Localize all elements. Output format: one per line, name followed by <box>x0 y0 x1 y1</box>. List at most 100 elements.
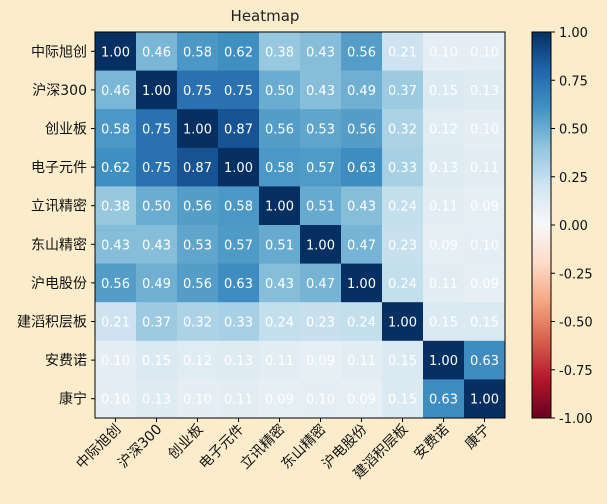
heatmap-cell-label-4-1: 0.50 <box>142 200 171 215</box>
heatmap-cell-label-8-7: 0.15 <box>388 354 417 369</box>
heatmap-cell-label-8-4: 0.11 <box>265 354 294 369</box>
heatmap-cell-0-3 <box>218 32 260 72</box>
heatmap-cell-label-7-4: 0.24 <box>265 316 294 331</box>
heatmap-cell-label-5-9: 0.10 <box>470 238 499 253</box>
y-tick-label-3: 电子元件 <box>31 160 87 176</box>
heatmap-cell-label-2-6: 0.56 <box>347 123 376 138</box>
heatmap-cell-6-7 <box>382 263 424 303</box>
heatmap-cell-3-3 <box>218 147 260 187</box>
heatmap-cells <box>95 32 506 419</box>
heatmap-cell-5-0 <box>95 225 137 265</box>
heatmap-cell-label-9-9: 1.00 <box>470 393 499 408</box>
heatmap-cell-8-8 <box>423 340 465 380</box>
heatmap-cell-3-6 <box>341 147 383 187</box>
heatmap-cell-label-7-0: 0.21 <box>101 316 130 331</box>
heatmap-cell-label-1-3: 0.75 <box>224 84 253 99</box>
heatmap-cell-label-0-4: 0.38 <box>265 45 294 60</box>
heatmap-cell-label-3-8: 0.13 <box>429 161 458 176</box>
heatmap-cell-label-5-8: 0.09 <box>429 238 458 253</box>
heatmap-cell-label-0-1: 0.46 <box>142 45 171 60</box>
heatmap-cell-6-3 <box>218 263 260 303</box>
heatmap-cell-2-0 <box>95 109 137 149</box>
heatmap-cell-label-2-8: 0.12 <box>429 123 458 138</box>
heatmap-cell-label-8-6: 0.11 <box>347 354 376 369</box>
heatmap-cell-6-8 <box>423 263 465 303</box>
heatmap-cell-1-1 <box>136 70 178 110</box>
heatmap-cell-label-7-2: 0.32 <box>183 316 212 331</box>
heatmap-cell-label-5-5: 1.00 <box>306 238 335 253</box>
heatmap-cell-8-0 <box>95 340 137 380</box>
colorbar-tick-label-5: -0.25 <box>559 267 593 282</box>
y-tick-label-5: 东山精密 <box>31 236 87 253</box>
colorbar-tick-label-4: 0.00 <box>559 219 588 234</box>
colorbar-tick-label-7: -0.75 <box>559 364 593 379</box>
heatmap-cell-label-3-0: 0.62 <box>101 161 130 176</box>
heatmap-cell-label-3-4: 0.58 <box>265 161 294 176</box>
heatmap-cell-2-9 <box>464 109 506 149</box>
heatmap-cell-0-5 <box>300 32 342 72</box>
heatmap-cell-label-6-4: 0.43 <box>265 277 294 292</box>
y-tick-label-2: 创业板 <box>45 122 87 138</box>
heatmap-cell-6-6 <box>341 263 383 303</box>
heatmap-cell-2-6 <box>341 109 383 149</box>
heatmap-cell-label-6-2: 0.56 <box>183 277 212 292</box>
heatmap-cell-label-8-9: 0.63 <box>470 354 499 369</box>
y-tick-label-7: 建滔积层板 <box>17 315 87 331</box>
heatmap-cell-label-2-0: 0.58 <box>101 123 130 138</box>
heatmap-cell-label-1-4: 0.50 <box>265 84 294 99</box>
heatmap-cell-9-0 <box>95 379 137 419</box>
heatmap-cell-label-9-4: 0.09 <box>265 393 294 408</box>
x-tick-label-8: 安费诺 <box>411 422 452 463</box>
heatmap-cell-7-3 <box>218 302 260 342</box>
heatmap-cell-5-3 <box>218 225 260 265</box>
heatmap-cell-4-5 <box>300 186 342 226</box>
x-tick-label-5: 东山精密 <box>278 421 330 473</box>
heatmap-cell-label-4-5: 0.51 <box>306 200 335 215</box>
heatmap-cell-1-3 <box>218 70 260 110</box>
heatmap-cell-label-3-1: 0.75 <box>142 161 171 176</box>
heatmap-cell-9-5 <box>300 379 342 419</box>
heatmap-cell-7-6 <box>341 302 383 342</box>
heatmap-cell-label-3-3: 1.00 <box>224 161 253 176</box>
heatmap-cell-0-2 <box>177 32 219 72</box>
heatmap-cell-label-1-2: 0.75 <box>183 84 212 99</box>
heatmap-cell-label-8-5: 0.09 <box>306 354 335 369</box>
heatmap-cell-label-6-8: 0.11 <box>429 277 458 292</box>
heatmap-cell-3-2 <box>177 147 219 187</box>
heatmap-cell-3-4 <box>259 147 301 187</box>
heatmap-cell-3-8 <box>423 147 465 187</box>
colorbar-gradient <box>531 31 552 419</box>
heatmap-cell-8-2 <box>177 340 219 380</box>
heatmap-cell-label-7-9: 0.15 <box>470 316 499 331</box>
heatmap-cell-8-3 <box>218 340 260 380</box>
heatmap-cell-5-4 <box>259 225 301 265</box>
y-tick-label-1: 沪深300 <box>32 83 87 99</box>
heatmap-cell-6-5 <box>300 263 342 303</box>
heatmap-cell-7-0 <box>95 302 137 342</box>
chart-title: Heatmap <box>231 7 300 25</box>
x-tick-label-1: 沪深300 <box>115 422 165 472</box>
heatmap-cell-label-2-9: 0.10 <box>470 123 499 138</box>
heatmap-cell-label-8-2: 0.12 <box>183 354 212 369</box>
heatmap-cell-label-5-0: 0.43 <box>101 238 130 253</box>
x-tick-label-3: 电子元件 <box>196 422 247 473</box>
heatmap-cell-label-5-3: 0.57 <box>224 238 253 253</box>
colorbar-tick-label-1: 0.75 <box>559 74 588 89</box>
colorbar: 1.00 0.75 0.50 0.25 0.00 -0.25 -0.50 -0.75 -1.00 <box>531 26 593 427</box>
heatmap-cell-label-6-5: 0.47 <box>306 277 335 292</box>
heatmap-cell-label-2-2: 1.00 <box>183 123 212 138</box>
heatmap-cell-label-6-7: 0.24 <box>388 277 417 292</box>
heatmap-cell-label-7-7: 1.00 <box>388 316 417 331</box>
heatmap-cell-label-1-6: 0.49 <box>347 84 376 99</box>
y-tick-label-6: 沪电股份 <box>31 276 87 292</box>
heatmap-cell-label-0-3: 0.62 <box>224 45 253 60</box>
heatmap-cell-4-2 <box>177 186 219 226</box>
heatmap-cell-label-5-6: 0.47 <box>347 238 376 253</box>
heatmap-cell-1-8 <box>423 70 465 110</box>
heatmap-cell-5-2 <box>177 225 219 265</box>
heatmap-cell-8-5 <box>300 340 342 380</box>
heatmap-cell-0-4 <box>259 32 301 72</box>
y-tick-label-9: 康宁 <box>59 391 87 408</box>
heatmap-cell-label-4-6: 0.43 <box>347 200 376 215</box>
x-tick-label-0: 中际旭创 <box>73 422 124 473</box>
